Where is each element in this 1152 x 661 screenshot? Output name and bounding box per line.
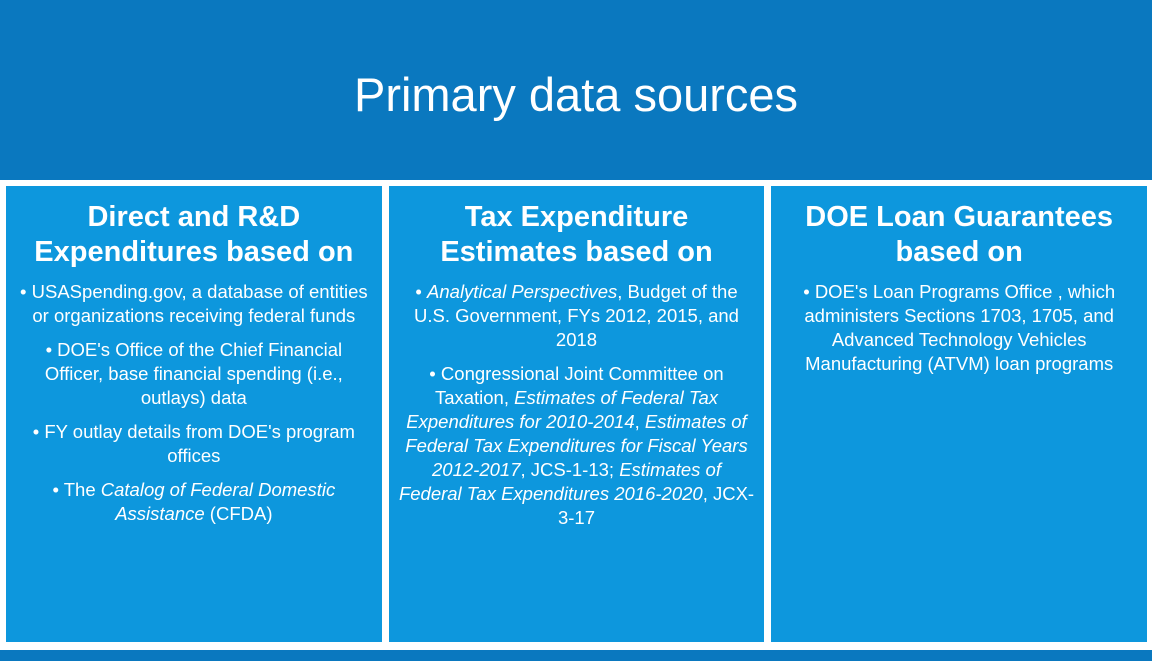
text-run: , Budget of the U.S. Government, FYs 201…	[414, 281, 739, 350]
bullet-item: • DOE's Loan Programs Office , which adm…	[781, 280, 1137, 376]
text-run: , JCS-1-13;	[520, 459, 620, 480]
text-run: • USASpending.gov, a database of entitie…	[20, 281, 368, 326]
column-heading: Tax Expenditure Estimates based on	[440, 201, 713, 268]
text-run: Catalog of Federal Domestic Assistance	[100, 479, 336, 524]
column: DOE Loan Guarantees based on • DOE's Loan…	[771, 186, 1148, 642]
text-run: • FY outlay details from DOE's program o…	[32, 421, 355, 466]
text-run: •	[415, 281, 428, 302]
bottom-band	[0, 650, 1152, 661]
bullet-item: • Congressional Joint Committee on Taxat…	[399, 362, 755, 530]
bullet-item: • The Catalog of Federal Domestic Assist…	[16, 478, 372, 526]
text-run: , JCX-3-17	[557, 483, 755, 528]
text-run: Estimates of Federal Tax Expenditures 20…	[398, 459, 721, 504]
bullet-item: • USASpending.gov, a database of entitie…	[16, 280, 372, 328]
column: Direct and R&D Expenditures based on • US…	[6, 186, 382, 642]
text-run: ,	[634, 411, 645, 432]
bullet-item: • Analytical Perspectives, Budget of the…	[399, 280, 755, 352]
text-run: • DOE's Loan Programs Office , which adm…	[803, 281, 1116, 374]
column-heading: Direct and R&D Expenditures based on	[34, 201, 354, 268]
text-run: • Congressional Joint Committee on Taxat…	[429, 363, 724, 408]
title: Primary data sources	[353, 67, 799, 121]
text-run: • The	[52, 479, 101, 500]
text-run: • DOE's Office of the Chief Financial Of…	[44, 339, 343, 408]
column-heading: DOE Loan Guarantees based on	[805, 201, 1114, 268]
bullet-item: • FY outlay details from DOE's program o…	[16, 420, 372, 468]
text-run: Estimates of Federal Tax Expenditures fo…	[406, 387, 719, 432]
bullet-item: • DOE's Office of the Chief Financial Of…	[16, 338, 372, 410]
title-band: Primary data sources	[0, 0, 1152, 180]
text-run: Estimates of Federal Tax Expenditures fo…	[405, 411, 748, 480]
column: Tax Expenditure Estimates based on • Anal…	[388, 186, 765, 642]
text-run: Analytical Perspectives	[427, 281, 618, 302]
text-run: (CFDA)	[204, 503, 273, 524]
columns: Direct and R&D Expenditures based on • US…	[6, 186, 1148, 642]
